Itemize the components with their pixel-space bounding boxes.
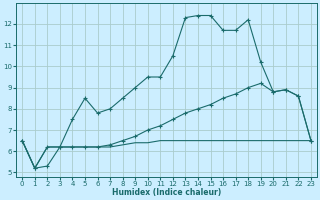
- X-axis label: Humidex (Indice chaleur): Humidex (Indice chaleur): [112, 188, 221, 197]
